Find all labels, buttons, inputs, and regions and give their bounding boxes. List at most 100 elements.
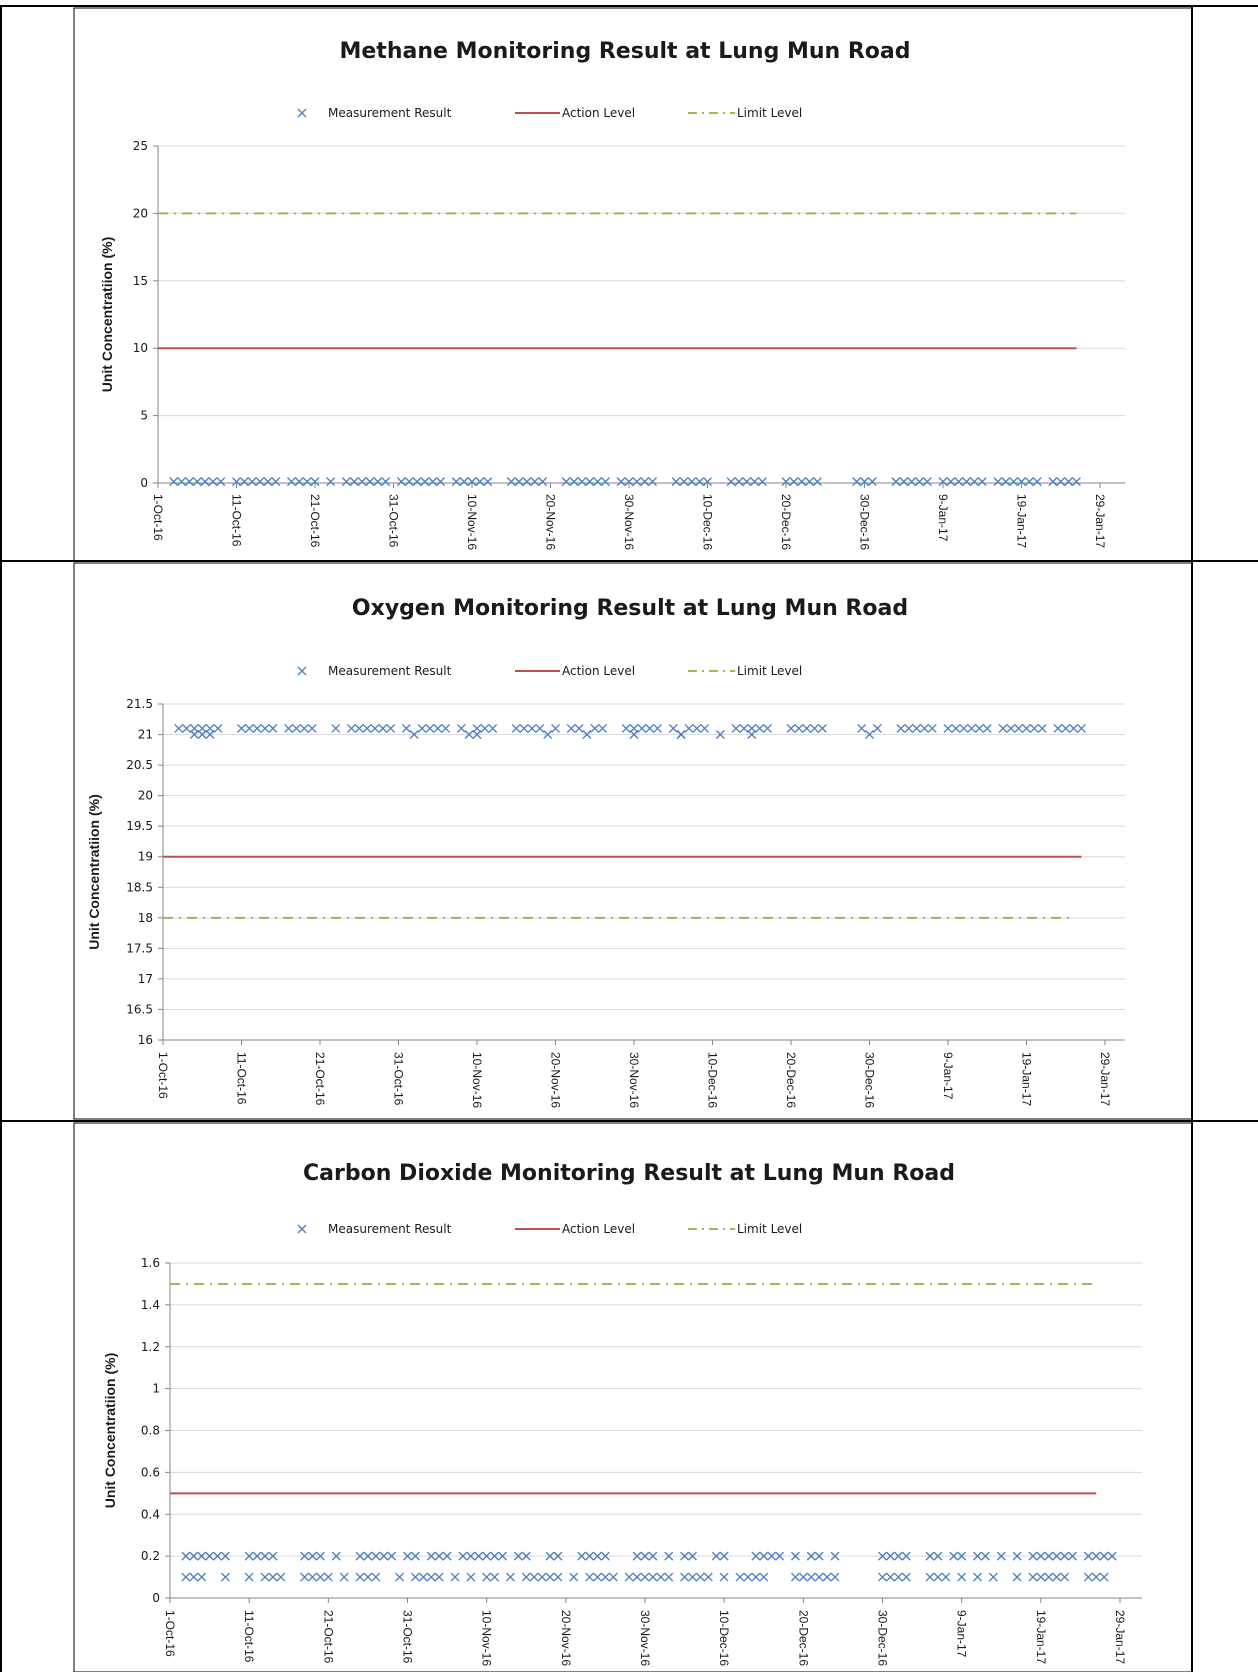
measurement-point — [521, 1572, 531, 1582]
measurement-point — [962, 477, 972, 487]
measurement-point — [857, 723, 867, 733]
measurement-point — [812, 477, 822, 487]
measurement-point — [700, 723, 710, 733]
measurement-point — [1028, 1572, 1038, 1582]
x-tick-label: 1-Oct-16 — [151, 494, 165, 541]
measurement-point — [640, 1572, 650, 1582]
measurement-point — [867, 477, 877, 487]
measurement-point — [354, 723, 364, 733]
y-tick-label: 18.5 — [126, 880, 153, 894]
measurement-point — [822, 1572, 832, 1582]
measurement-point — [1036, 1551, 1046, 1561]
y-tick-label: 17.5 — [126, 941, 153, 955]
measurement-point — [355, 1551, 365, 1561]
measurement-point — [893, 1572, 903, 1582]
measurement-point — [750, 477, 760, 487]
measurement-series — [169, 477, 1081, 487]
chart-frame — [73, 562, 1193, 1120]
measurement-point — [755, 723, 765, 733]
x-tick-label: 1-Oct-16 — [163, 1610, 177, 1657]
measurement-point — [371, 1551, 381, 1561]
x-tick-label: 9-Jan-17 — [955, 1610, 969, 1658]
measurement-point — [919, 723, 929, 733]
measurement-point — [901, 1572, 911, 1582]
x-tick-label: 30-Dec-16 — [858, 494, 872, 550]
measurement-point — [239, 477, 249, 487]
y-tick-label: 1 — [152, 1382, 160, 1396]
measurement-point — [1014, 723, 1024, 733]
measurement-point — [1022, 723, 1031, 733]
measurement-point — [739, 723, 749, 733]
measurement-point — [363, 1551, 373, 1561]
measurement-point — [973, 1551, 982, 1561]
measurement-point — [616, 477, 626, 487]
measurement-point — [197, 730, 207, 740]
y-tick-label: 0 — [140, 476, 148, 490]
measurement-point — [1048, 477, 1058, 487]
measurement-point — [1028, 1551, 1038, 1561]
measurement-point — [806, 1572, 816, 1582]
x-tick-label: 30-Dec-16 — [863, 1052, 877, 1108]
measurement-point — [247, 477, 257, 487]
y-axis-label: Unit Concentratiion (%) — [86, 794, 102, 950]
measurement-point — [653, 723, 663, 733]
measurement-point — [598, 723, 608, 733]
measurement-point — [1099, 1572, 1109, 1582]
measurement-point — [790, 1572, 800, 1582]
x-tick-label: 10-Nov-16 — [480, 1610, 494, 1666]
measurement-point — [1009, 477, 1019, 487]
measurement-point — [1017, 477, 1026, 487]
legend-marker-measurement — [297, 1224, 307, 1234]
x-tick-label: 11-Oct-16 — [242, 1610, 256, 1663]
y-axis-label: Unit Concentratiion (%) — [99, 237, 115, 393]
measurement-point — [967, 723, 977, 733]
measurement-point — [538, 477, 548, 487]
x-tick-label: 21-Oct-16 — [313, 1052, 327, 1106]
measurement-point — [805, 477, 815, 487]
measurement-point — [734, 477, 744, 487]
measurement-point — [357, 477, 367, 487]
measurement-point — [450, 1572, 460, 1582]
measurement-point — [553, 1551, 563, 1561]
y-tick-label: 17 — [138, 972, 153, 986]
measurement-point — [1060, 1572, 1070, 1582]
measurement-point — [189, 730, 199, 740]
x-tick-label: 31-Oct-16 — [392, 1052, 406, 1106]
measurement-point — [403, 1551, 412, 1561]
measurement-point — [907, 477, 917, 487]
measurement-point — [386, 723, 396, 733]
measurement-point — [371, 1572, 381, 1582]
measurement-point — [922, 477, 932, 487]
measurement-point — [300, 1572, 310, 1582]
measurement-point — [436, 477, 446, 487]
measurement-point — [370, 723, 380, 733]
measurement-point — [1006, 723, 1016, 733]
measurement-point — [632, 1572, 642, 1582]
measurement-point — [759, 1572, 769, 1582]
x-tick-label: 20-Nov-16 — [544, 494, 558, 550]
x-tick-label: 20-Dec-16 — [796, 1610, 810, 1666]
measurement-point — [814, 1551, 824, 1561]
measurement-point — [901, 1551, 911, 1561]
measurement-point — [197, 1572, 207, 1582]
measurement-point — [759, 1551, 769, 1561]
measurement-point — [467, 477, 477, 487]
measurement-point — [941, 1572, 951, 1582]
measurement-point — [703, 477, 712, 487]
x-tick-label: 21-Oct-16 — [308, 494, 322, 548]
chart-title: Methane Monitoring Result at Lung Mun Ro… — [339, 39, 910, 64]
measurement-point — [656, 1572, 666, 1582]
measurement-point — [498, 1551, 507, 1561]
y-tick-label: 1.2 — [141, 1340, 160, 1354]
measurement-point — [1052, 1551, 1062, 1561]
measurement-point — [205, 730, 215, 740]
x-tick-label: 19-Jan-17 — [1034, 1610, 1048, 1664]
measurement-point — [433, 723, 443, 733]
measurement-point — [543, 730, 553, 740]
chart-3: Carbon Dioxide Monitoring Result at Lung… — [73, 1122, 1193, 1672]
measurement-point — [291, 723, 301, 733]
measurement-point — [806, 1551, 816, 1561]
measurement-point — [522, 477, 532, 487]
measurement-point — [310, 477, 320, 487]
measurement-point — [381, 477, 391, 487]
